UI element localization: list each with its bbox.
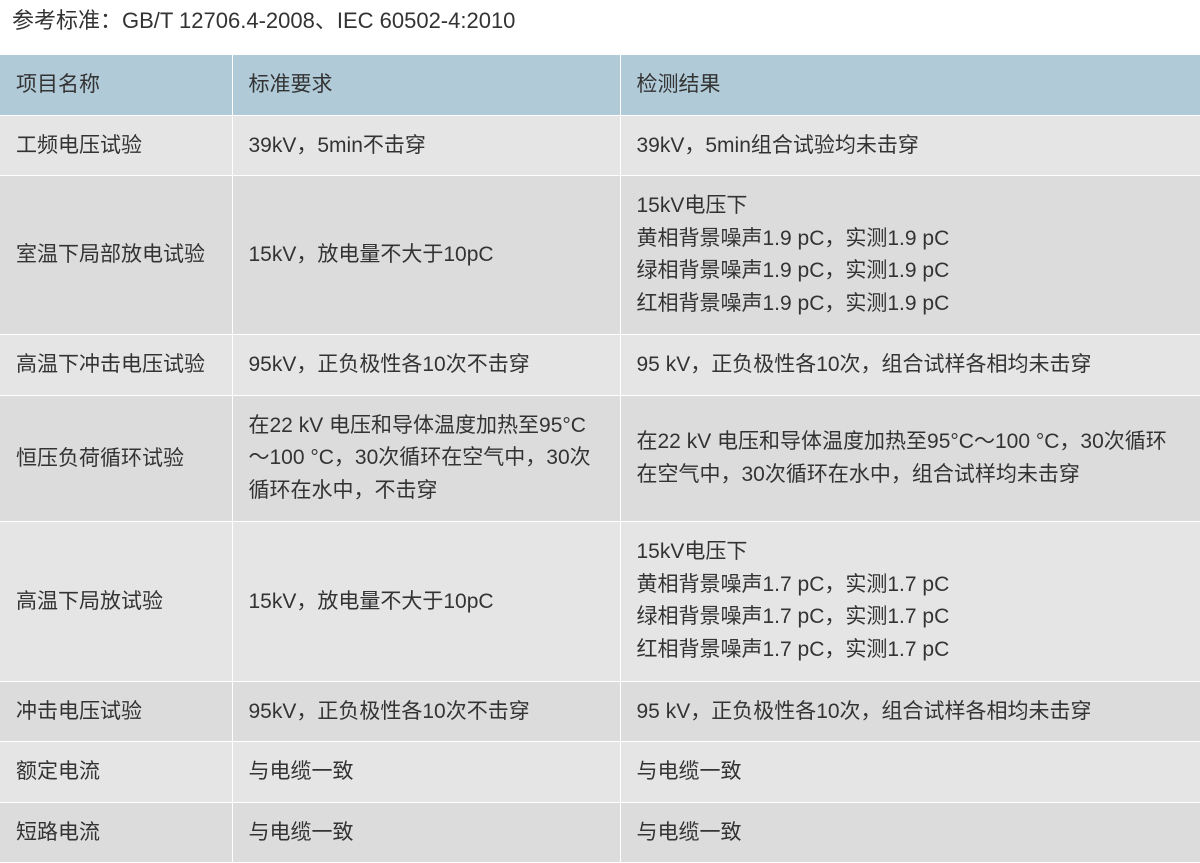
table-row: 高温下局放试验 15kV，放电量不大于10pC 15kV电压下 黄相背景噪声1.… xyxy=(0,522,1200,681)
cell-name: 冲击电压试验 xyxy=(0,681,232,742)
table-row: 冲击电压试验 95kV，正负极性各10次不击穿 95 kV，正负极性各10次，组… xyxy=(0,681,1200,742)
col-header-requirement: 标准要求 xyxy=(232,55,620,115)
cell-requirement: 在22 kV 电压和导体温度加热至95°C～100 °C，30次循环在空气中，3… xyxy=(232,395,620,522)
cell-name: 高温下局放试验 xyxy=(0,522,232,681)
cell-result: 与电缆一致 xyxy=(620,742,1200,803)
cell-result: 95 kV，正负极性各10次，组合试样各相均未击穿 xyxy=(620,681,1200,742)
reference-standard: 参考标准：GB/T 12706.4-2008、IEC 60502-4:2010 xyxy=(0,0,1200,55)
table-row: 恒压负荷循环试验 在22 kV 电压和导体温度加热至95°C～100 °C，30… xyxy=(0,395,1200,522)
cell-name: 额定电流 xyxy=(0,742,232,803)
table-row: 工频电压试验 39kV，5min不击穿 39kV，5min组合试验均未击穿 xyxy=(0,115,1200,176)
col-header-result: 检测结果 xyxy=(620,55,1200,115)
test-results-table: 项目名称 标准要求 检测结果 工频电压试验 39kV，5min不击穿 39kV，… xyxy=(0,55,1200,863)
table-row: 室温下局部放电试验 15kV，放电量不大于10pC 15kV电压下 黄相背景噪声… xyxy=(0,176,1200,335)
cell-result: 与电缆一致 xyxy=(620,802,1200,863)
cell-requirement: 与电缆一致 xyxy=(232,802,620,863)
col-header-name: 项目名称 xyxy=(0,55,232,115)
cell-result: 39kV，5min组合试验均未击穿 xyxy=(620,115,1200,176)
cell-name: 短路电流 xyxy=(0,802,232,863)
cell-requirement: 39kV，5min不击穿 xyxy=(232,115,620,176)
cell-requirement: 15kV，放电量不大于10pC xyxy=(232,176,620,335)
table-row: 高温下冲击电压试验 95kV，正负极性各10次不击穿 95 kV，正负极性各10… xyxy=(0,335,1200,396)
cell-requirement: 与电缆一致 xyxy=(232,742,620,803)
cell-name: 高温下冲击电压试验 xyxy=(0,335,232,396)
cell-result: 15kV电压下 黄相背景噪声1.7 pC，实测1.7 pC 绿相背景噪声1.7 … xyxy=(620,522,1200,681)
table-row: 短路电流 与电缆一致 与电缆一致 xyxy=(0,802,1200,863)
table-row: 额定电流 与电缆一致 与电缆一致 xyxy=(0,742,1200,803)
cell-name: 工频电压试验 xyxy=(0,115,232,176)
cell-result: 在22 kV 电压和导体温度加热至95°C～100 °C，30次循环在空气中，3… xyxy=(620,395,1200,522)
cell-requirement: 95kV，正负极性各10次不击穿 xyxy=(232,681,620,742)
cell-requirement: 95kV，正负极性各10次不击穿 xyxy=(232,335,620,396)
cell-result: 15kV电压下 黄相背景噪声1.9 pC，实测1.9 pC 绿相背景噪声1.9 … xyxy=(620,176,1200,335)
cell-requirement: 15kV，放电量不大于10pC xyxy=(232,522,620,681)
cell-name: 恒压负荷循环试验 xyxy=(0,395,232,522)
table-header-row: 项目名称 标准要求 检测结果 xyxy=(0,55,1200,115)
cell-result: 95 kV，正负极性各10次，组合试样各相均未击穿 xyxy=(620,335,1200,396)
cell-name: 室温下局部放电试验 xyxy=(0,176,232,335)
